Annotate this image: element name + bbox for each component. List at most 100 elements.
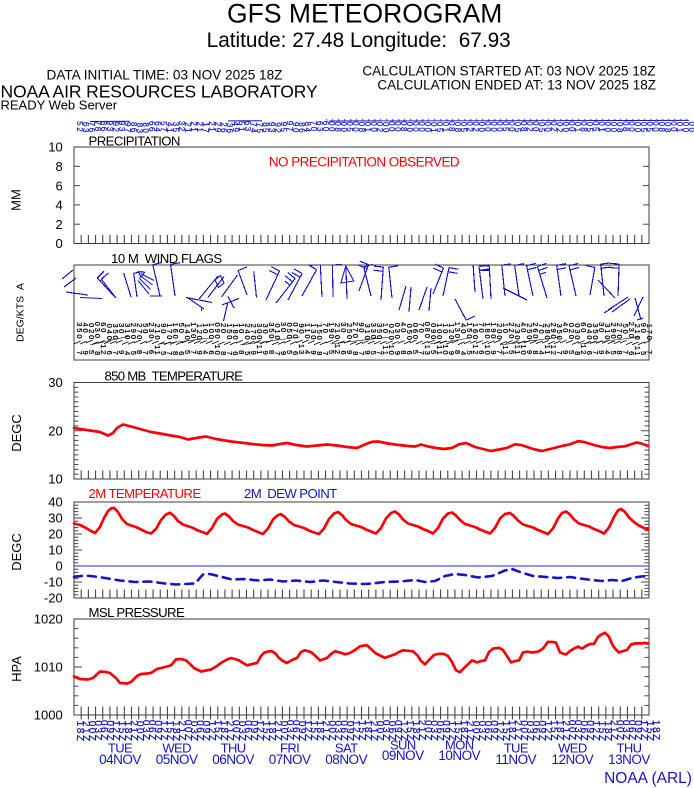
svg-text:7: 7 bbox=[111, 351, 120, 357]
svg-text:00: 00 bbox=[531, 121, 540, 133]
svg-text:THU: THU bbox=[221, 741, 246, 756]
svg-text:70: 70 bbox=[417, 323, 426, 335]
svg-text:00: 00 bbox=[411, 121, 420, 133]
svg-text:95: 95 bbox=[279, 122, 288, 134]
svg-text:5: 5 bbox=[183, 350, 192, 356]
svg-text:08: 08 bbox=[663, 122, 672, 134]
svg-text:05: 05 bbox=[645, 121, 654, 133]
svg-text:9: 9 bbox=[81, 351, 90, 357]
svg-text:12Z: 12Z bbox=[590, 720, 601, 742]
svg-text:2: 2 bbox=[55, 217, 62, 232]
svg-text:SUN: SUN bbox=[390, 737, 416, 752]
svg-text:150: 150 bbox=[465, 322, 474, 340]
svg-text:210: 210 bbox=[633, 324, 642, 342]
svg-text:5: 5 bbox=[243, 351, 252, 357]
svg-text:12Z: 12Z bbox=[110, 720, 121, 742]
svg-text:18Z: 18Z bbox=[554, 720, 565, 742]
svg-text:49: 49 bbox=[231, 121, 240, 133]
svg-text:00: 00 bbox=[651, 121, 660, 133]
svg-text:9: 9 bbox=[279, 351, 288, 357]
svg-text:8: 8 bbox=[315, 351, 324, 357]
svg-text:18Z: 18Z bbox=[362, 720, 373, 742]
svg-text:7: 7 bbox=[375, 351, 384, 357]
svg-text:09Z: 09Z bbox=[248, 721, 259, 743]
svg-text:110: 110 bbox=[303, 323, 312, 340]
svg-text:9: 9 bbox=[345, 350, 354, 356]
svg-text:01: 01 bbox=[429, 122, 438, 134]
svg-text:5: 5 bbox=[507, 350, 516, 356]
svg-text:270: 270 bbox=[351, 322, 360, 340]
svg-text:00Z: 00Z bbox=[86, 721, 97, 743]
svg-text:70: 70 bbox=[309, 121, 318, 133]
svg-text:01: 01 bbox=[441, 122, 450, 134]
svg-text:40: 40 bbox=[81, 323, 90, 335]
svg-text:200: 200 bbox=[495, 323, 504, 341]
svg-text:21Z: 21Z bbox=[464, 721, 475, 743]
svg-text:12Z: 12Z bbox=[638, 720, 649, 742]
svg-text:310: 310 bbox=[363, 324, 372, 342]
svg-text:03Z: 03Z bbox=[524, 721, 535, 743]
svg-text:50: 50 bbox=[141, 323, 150, 335]
svg-text:00Z: 00Z bbox=[278, 721, 289, 743]
svg-text:86: 86 bbox=[99, 121, 108, 133]
svg-text:57: 57 bbox=[159, 121, 168, 133]
svg-text:11: 11 bbox=[153, 345, 162, 356]
svg-text:5: 5 bbox=[411, 350, 420, 356]
svg-text:030: 030 bbox=[573, 323, 582, 341]
svg-text:8: 8 bbox=[573, 351, 582, 357]
svg-text:NOAA AIR RESOURCES LABORATORY: NOAA AIR RESOURCES LABORATORY bbox=[1, 82, 318, 102]
svg-text:7: 7 bbox=[357, 351, 366, 357]
svg-text:03Z: 03Z bbox=[428, 720, 439, 742]
svg-text:8: 8 bbox=[399, 350, 408, 356]
svg-text:12Z: 12Z bbox=[158, 720, 169, 742]
svg-text:18Z: 18Z bbox=[266, 721, 277, 743]
svg-text:93: 93 bbox=[267, 122, 276, 134]
svg-text:9: 9 bbox=[249, 351, 258, 357]
svg-text:00Z: 00Z bbox=[374, 721, 385, 743]
svg-text:00: 00 bbox=[381, 122, 390, 134]
svg-text:290: 290 bbox=[129, 323, 138, 341]
svg-text:12Z: 12Z bbox=[302, 720, 313, 742]
svg-text:05: 05 bbox=[345, 121, 354, 133]
svg-text:12Z: 12Z bbox=[446, 721, 457, 743]
svg-text:4: 4 bbox=[201, 350, 210, 356]
svg-text:21Z: 21Z bbox=[128, 720, 139, 742]
svg-text:00: 00 bbox=[393, 121, 402, 133]
svg-text:TUE: TUE bbox=[504, 741, 529, 756]
svg-text:15Z: 15Z bbox=[596, 721, 607, 743]
svg-text:21Z: 21Z bbox=[224, 721, 235, 743]
svg-text:8: 8 bbox=[237, 350, 246, 356]
svg-text:130: 130 bbox=[309, 323, 318, 341]
svg-text:11: 11 bbox=[381, 345, 390, 356]
svg-text:020: 020 bbox=[567, 323, 576, 341]
svg-text:PRECIPITATION: PRECIPITATION bbox=[89, 134, 180, 149]
svg-text:350: 350 bbox=[375, 323, 384, 341]
svg-text:06Z: 06Z bbox=[194, 720, 205, 742]
svg-text:5: 5 bbox=[159, 351, 168, 357]
svg-text:9: 9 bbox=[525, 350, 534, 356]
svg-text:6: 6 bbox=[405, 351, 414, 357]
svg-text:7: 7 bbox=[165, 351, 174, 357]
svg-text:30: 30 bbox=[48, 375, 62, 390]
svg-text:040: 040 bbox=[105, 324, 114, 342]
svg-text:21Z: 21Z bbox=[368, 721, 379, 743]
svg-text:18Z: 18Z bbox=[506, 720, 517, 742]
svg-text:05: 05 bbox=[513, 122, 522, 134]
svg-text:01: 01 bbox=[363, 122, 372, 134]
svg-text:08: 08 bbox=[399, 121, 408, 133]
svg-text:15Z: 15Z bbox=[212, 720, 223, 742]
svg-text:21Z: 21Z bbox=[416, 720, 427, 742]
svg-text:00: 00 bbox=[477, 122, 486, 134]
svg-text:850 MB TEMPERATURE: 850 MB TEMPERATURE bbox=[105, 368, 244, 383]
svg-text:6: 6 bbox=[147, 350, 156, 356]
svg-text:60: 60 bbox=[579, 322, 588, 334]
svg-text:02: 02 bbox=[525, 121, 534, 133]
svg-text:06Z: 06Z bbox=[242, 720, 253, 742]
svg-text:290: 290 bbox=[549, 323, 558, 341]
svg-text:9: 9 bbox=[309, 350, 318, 356]
svg-text:41: 41 bbox=[165, 122, 174, 134]
svg-text:21: 21 bbox=[195, 122, 204, 134]
svg-text:15Z: 15Z bbox=[308, 721, 319, 743]
svg-text:02: 02 bbox=[555, 122, 564, 134]
svg-text:40: 40 bbox=[561, 322, 570, 334]
